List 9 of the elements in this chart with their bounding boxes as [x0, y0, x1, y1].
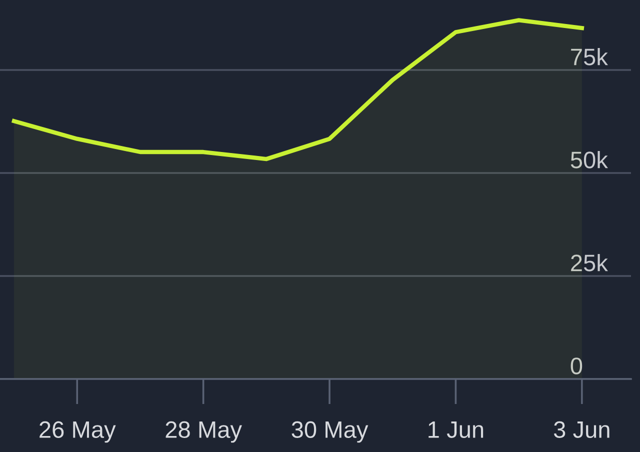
x-tick-label: 1 Jun	[428, 422, 484, 438]
x-tick-label: 3 Jun	[554, 421, 610, 438]
y-tick-label: 0	[570, 358, 582, 374]
y-tick-label: 75k	[571, 48, 608, 66]
x-tick-label: 26 May	[40, 421, 116, 443]
y-tick-label: 25k	[571, 254, 608, 272]
x-tick-label: 30 May	[292, 421, 368, 443]
x-tick-label: 28 May	[166, 421, 242, 443]
y-tick-label: 50k	[570, 151, 608, 168]
